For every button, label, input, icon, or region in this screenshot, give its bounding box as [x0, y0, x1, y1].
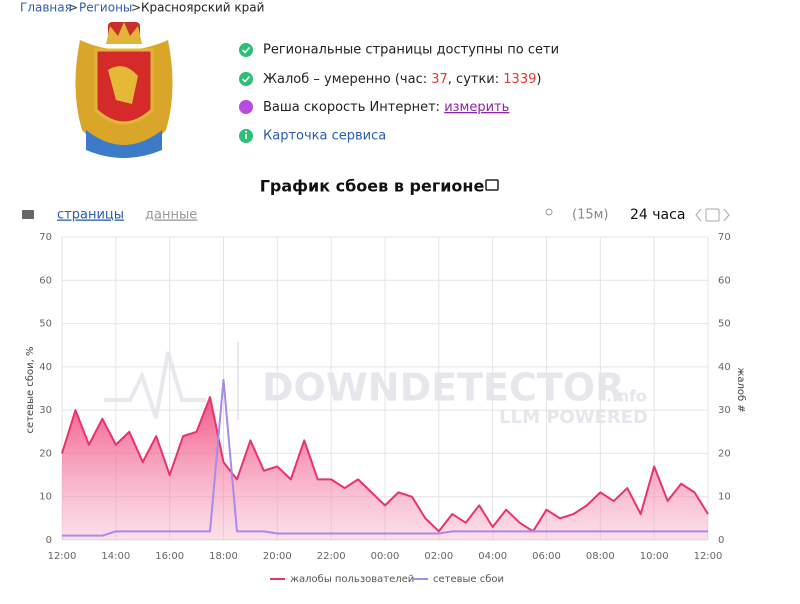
network-status: Региональные страницы доступны по сети	[263, 43, 559, 58]
speed-icon	[239, 100, 253, 114]
calendar-icon[interactable]	[705, 208, 720, 222]
watermark-tagline: LLM POWERED	[499, 407, 648, 428]
x-tick-label: 06:00	[532, 551, 561, 562]
y-tick-label: 50	[39, 319, 52, 330]
y-tick-label: 30	[39, 405, 52, 416]
monitor-icon	[485, 179, 499, 191]
x-tick-label: 20:00	[263, 551, 292, 562]
y2-tick-label: 60	[718, 275, 731, 286]
area	[62, 397, 708, 540]
y-axis-label: сетевые сбои, %	[25, 347, 36, 434]
series-line	[62, 378, 708, 537]
x-tick-label: 12:00	[694, 551, 723, 562]
check-mark	[241, 46, 251, 54]
text: Ваша скорость Интернет:	[263, 100, 444, 115]
x-tick-label: 00:00	[371, 551, 400, 562]
complaints-status: Жалоб – умеренно (час: 37, сутки: 1339)	[263, 72, 541, 87]
x-tick-label: 12:00	[48, 551, 77, 562]
speed-link[interactable]: измерить	[444, 100, 509, 115]
prev-arrow[interactable]	[695, 208, 702, 222]
y-tick-label: 20	[39, 448, 52, 459]
y2-tick-label: 0	[718, 535, 724, 546]
series-line	[61, 396, 709, 533]
chart-title: График сбоев в регионе	[260, 177, 485, 196]
y-tick-label: 10	[39, 492, 52, 503]
x-tick-label: 04:00	[478, 551, 507, 562]
y-tick-label: 40	[39, 362, 52, 373]
breadcrumb-separator: >	[131, 1, 141, 15]
y2-tick-label: 20	[718, 448, 731, 459]
x-tick-label: 14:00	[101, 551, 130, 562]
x-tick-label: 16:00	[155, 551, 184, 562]
check-icon	[239, 72, 253, 86]
y-tick-label: 0	[46, 535, 52, 546]
legend-label: сетевые сбои	[433, 574, 504, 585]
camera-icon[interactable]	[22, 210, 34, 219]
x-tick-label: 10:00	[640, 551, 669, 562]
y2-tick-label: 70	[718, 232, 731, 243]
period[interactable]: 24 часа	[630, 207, 685, 223]
text: , сутки:	[448, 72, 504, 87]
x-tick-label: 08:00	[586, 551, 615, 562]
service-card-link[interactable]: Карточка сервиса	[263, 129, 386, 144]
y2-tick-label: 50	[718, 319, 731, 330]
speed-status: Ваша скорость Интернет: измерить	[263, 100, 509, 115]
next-arrow[interactable]	[723, 208, 730, 222]
complaints-hour: 37	[431, 72, 448, 87]
complaints-day: 1339	[503, 72, 536, 87]
watermark-brand: DOWNDETECTOR	[262, 366, 624, 410]
y2-tick-label: 30	[718, 405, 731, 416]
y-tick-label: 70	[39, 232, 52, 243]
breadcrumb-link[interactable]: Регионы	[79, 1, 132, 15]
y2-axis-label: жалоб #	[735, 367, 746, 412]
check-icon	[239, 43, 253, 57]
legend-label: жалобы пользователей	[290, 574, 414, 585]
x-tick-label: 02:00	[424, 551, 453, 562]
tab-data[interactable]: данные	[145, 208, 197, 223]
text: Жалоб – умеренно (час:	[263, 72, 431, 87]
user-icon[interactable]	[545, 208, 553, 216]
y2-tick-label: 40	[718, 362, 731, 373]
check-mark	[241, 75, 251, 83]
interval[interactable]: (15м)	[572, 208, 609, 223]
tab-pages[interactable]: страницы	[57, 208, 124, 223]
breadcrumb-current: Красноярский край	[141, 1, 264, 15]
text: )	[536, 72, 541, 87]
x-tick-label: 18:00	[209, 551, 238, 562]
y-tick-label: 60	[39, 275, 52, 286]
watermark-logo	[104, 351, 206, 419]
x-tick-label: 22:00	[317, 551, 346, 562]
watermark-domain: .info	[606, 387, 647, 406]
chart: 0 10 20 30 40 50 60 70 0 10 20 30 40 50 60 70 12:00 14:00…	[25, 232, 746, 585]
info-glyph	[245, 134, 247, 139]
breadcrumb-link[interactable]: Главная	[20, 1, 72, 15]
y2-tick-label: 10	[718, 492, 731, 503]
info-glyph	[245, 130, 247, 133]
coat-of-arms	[75, 22, 173, 158]
breadcrumb-separator: >	[68, 1, 78, 15]
